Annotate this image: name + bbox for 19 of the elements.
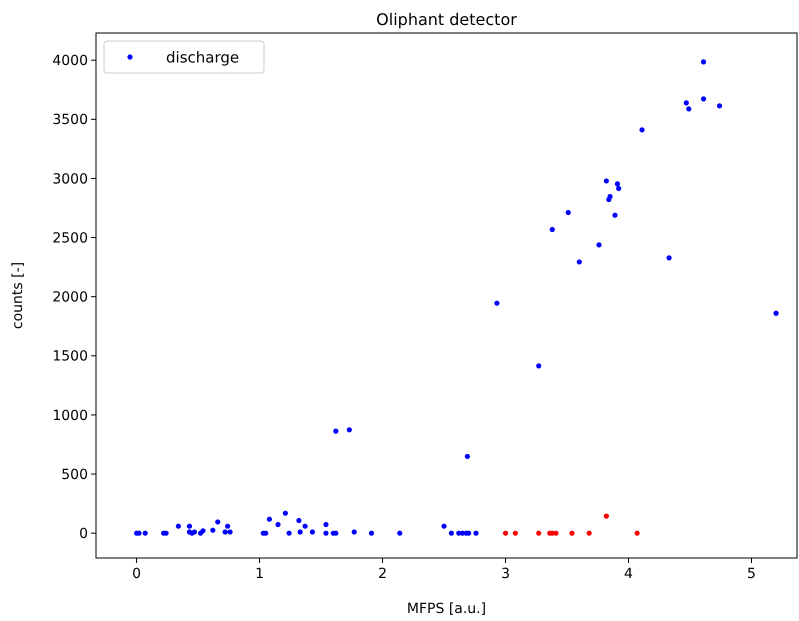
x-tick-label: 4: [624, 566, 634, 582]
y-axis-title: counts [-]: [10, 262, 26, 330]
x-tick-label: 1: [255, 566, 264, 582]
y-tick-label: 1500: [52, 348, 88, 365]
y-tick-label: 2500: [52, 230, 88, 246]
y-tick-label: 2000: [52, 290, 88, 306]
x-tick-label: 3: [501, 566, 510, 582]
y-tick-label: 3000: [52, 171, 88, 188]
y-tick-label: 1000: [52, 408, 88, 424]
y-tick-label: 0: [79, 526, 88, 542]
y-tick-label: 4000: [52, 53, 88, 70]
chart-title: Oliphant detector: [376, 10, 518, 29]
y-tick-label: 500: [61, 466, 88, 483]
y-tick-label: 3500: [52, 112, 88, 128]
x-tick-label: 5: [747, 566, 756, 582]
x-tick-label: 0: [132, 566, 142, 582]
x-axis-title: MFPS [a.u.]: [406, 601, 486, 617]
legend-label: discharge: [166, 48, 240, 66]
x-tick-label: 2: [378, 566, 388, 582]
